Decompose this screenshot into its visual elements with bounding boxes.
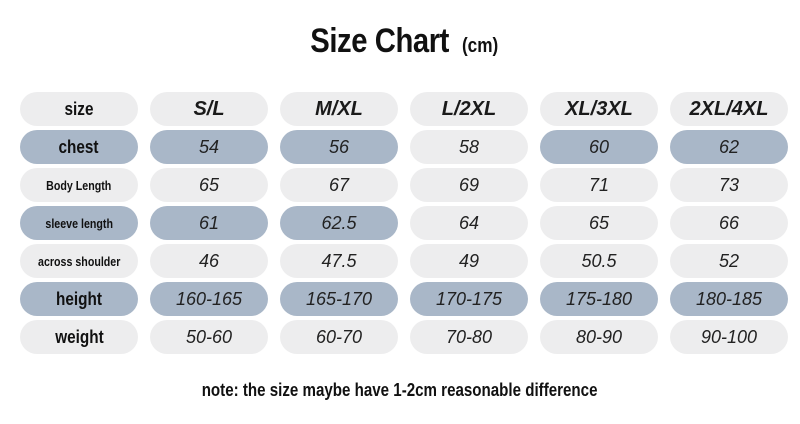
row-label-text: Body Length [46,177,112,193]
table-cell: 47.5 [280,244,398,278]
title-text: Size Chart [310,22,449,60]
table-cell: 90-100 [670,320,788,354]
header-size-label: size [20,92,138,126]
table-cell: 49 [410,244,528,278]
title-unit: (cm) [461,35,499,57]
table-cell: 54 [150,130,268,164]
size-table: size S/L M/XL L/2XL XL/3XL 2XL/4XL chest… [20,92,788,354]
table-cell: 62.5 [280,206,398,240]
row-label-chest: chest [20,130,138,164]
table-cell: 71 [540,168,658,202]
row-label-text: sleeve length [45,215,113,231]
table-cell: 80-90 [540,320,658,354]
header-size-xl3xl: XL/3XL [540,92,658,126]
header-size-mxl: M/XL [280,92,398,126]
row-label-weight: weight [20,320,138,354]
row-label-height: height [20,282,138,316]
table-cell: 60-70 [280,320,398,354]
row-label-text: chest [59,136,99,157]
header-size-text: size [64,98,94,119]
header-size-l2xl: L/2XL [410,92,528,126]
row-label-across-shoulder: across shoulder [20,244,138,278]
table-cell: 175-180 [540,282,658,316]
table-cell: 56 [280,130,398,164]
table-cell: 64 [410,206,528,240]
table-cell: 50.5 [540,244,658,278]
table-cell: 170-175 [410,282,528,316]
row-label-body-length: Body Length [20,168,138,202]
row-label-text: weight [54,326,104,347]
table-cell: 180-185 [670,282,788,316]
table-cell: 61 [150,206,268,240]
table-cell: 58 [410,130,528,164]
table-cell: 73 [670,168,788,202]
table-cell: 66 [670,206,788,240]
header-size-2xl4xl: 2XL/4XL [670,92,788,126]
size-note: note: the size maybe have 1-2cm reasonab… [0,380,800,401]
table-cell: 52 [670,244,788,278]
row-label-text: across shoulder [37,253,121,269]
chart-title: Size Chart (cm) [0,22,800,61]
table-cell: 67 [280,168,398,202]
table-cell: 160-165 [150,282,268,316]
table-cell: 60 [540,130,658,164]
size-note-text: note: the size maybe have 1-2cm reasonab… [202,380,598,400]
table-cell: 69 [410,168,528,202]
table-cell: 65 [540,206,658,240]
table-cell: 70-80 [410,320,528,354]
table-cell: 165-170 [280,282,398,316]
table-cell: 46 [150,244,268,278]
row-label-text: height [56,288,102,309]
header-size-sl: S/L [150,92,268,126]
row-label-sleeve-length: sleeve length [20,206,138,240]
table-cell: 50-60 [150,320,268,354]
table-cell: 62 [670,130,788,164]
table-cell: 65 [150,168,268,202]
